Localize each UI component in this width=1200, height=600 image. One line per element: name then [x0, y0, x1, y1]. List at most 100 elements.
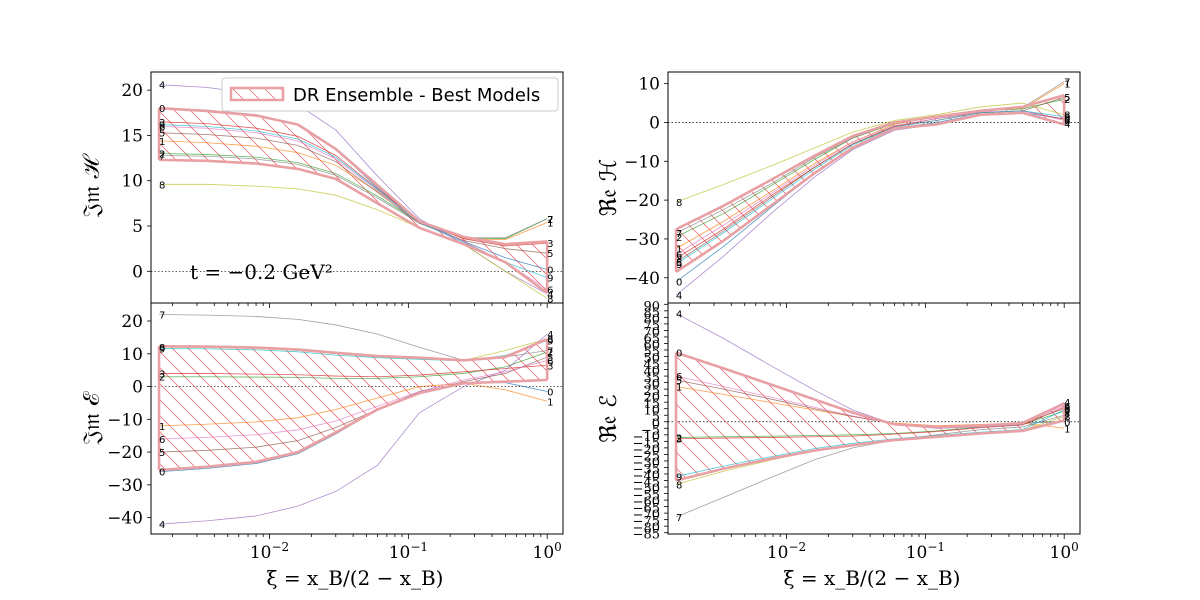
- y-tick-label-reE: −20: [633, 443, 660, 458]
- series-label-right-reH-0: 0: [1064, 115, 1070, 126]
- series-label-right-imH-4: 4: [547, 290, 553, 301]
- y-tick-label-imH: 5: [132, 217, 143, 237]
- series-label-left-reH-4: 4: [676, 291, 682, 302]
- series-line-imE-6: [159, 359, 548, 440]
- y-tick-label-reE: −50: [633, 482, 660, 497]
- y-tick-label-reE: 60: [643, 338, 660, 353]
- series-label-right-imE-8: 8: [547, 335, 553, 346]
- y-tick-label-imH: 0: [132, 262, 143, 282]
- y-tick-label-imE: −30: [107, 476, 143, 496]
- series-label-left-imH-5: 5: [159, 129, 165, 140]
- series-label-left-reE-5: 5: [676, 376, 682, 387]
- series-label-right-reE-0: 0: [1064, 418, 1070, 429]
- y-tick-label-reE: −60: [633, 495, 660, 510]
- y-tick-label-reE: 45: [643, 358, 660, 373]
- series-line-imH-1: [159, 140, 548, 240]
- x-tick-label-reE: 100: [1050, 540, 1079, 563]
- y-axis-label-reH: ℜ𝔢 ℋ: [596, 159, 622, 216]
- series-label-left-imH-9: 9: [159, 121, 165, 132]
- y-tick-label-reE: 30: [643, 378, 660, 393]
- legend-swatch: [229, 86, 285, 102]
- y-tick-label-reH: −20: [624, 191, 660, 211]
- x-tick-label-imE: 10−1: [389, 540, 428, 563]
- series-label-left-imE-6: 6: [159, 435, 165, 446]
- series-label-right-imH-2: 2: [547, 215, 553, 226]
- series-label-right-imH-1: 1: [547, 218, 553, 229]
- panel-reE: 00112233445566778899−85−80−75−70−65−60−5…: [596, 299, 1081, 563]
- series-label-right-imE-5: 5: [547, 353, 553, 364]
- series-label-left-reH-5: 5: [676, 258, 682, 269]
- y-tick-label-reE: 80: [643, 312, 660, 327]
- y-tick-label-reE: −15: [633, 436, 660, 451]
- series-label-right-reE-3: 3: [1064, 403, 1070, 414]
- y-tick-label-reE: 15: [643, 397, 660, 412]
- series-label-right-imH-8: 8: [547, 294, 553, 305]
- legend-label: DR Ensemble - Best Models: [293, 85, 540, 106]
- series-label-right-imH-9: 9: [547, 274, 553, 285]
- band-upper-reE: [675, 351, 1065, 429]
- series-label-right-reH-5: 5: [1064, 93, 1070, 104]
- y-tick-label-reH: −10: [624, 152, 660, 172]
- band-lower-reH: [675, 111, 1065, 274]
- y-tick-label-reE: −55: [633, 489, 660, 504]
- series-label-left-reE-3: 3: [676, 435, 682, 446]
- y-tick-label-imE: 10: [121, 345, 143, 365]
- series-label-left-imH-7: 7: [159, 151, 165, 162]
- y-axis-label-imH: 𝔍𝔪 ℋ: [79, 153, 105, 219]
- y-tick-label-imH: 10: [121, 172, 143, 192]
- series-label-right-imE-0: 0: [547, 387, 553, 398]
- series-label-left-reH-2: 2: [676, 233, 682, 244]
- series-label-right-imH-7: 7: [547, 215, 553, 226]
- series-label-left-imE-7: 7: [159, 310, 165, 321]
- series-label-right-reE-5: 5: [1064, 405, 1070, 416]
- series-label-right-reH-2: 2: [1064, 95, 1070, 106]
- series-label-right-reH-9: 9: [1064, 113, 1070, 124]
- y-tick-label-reE: −30: [633, 456, 660, 471]
- series-line-reE-9: [675, 409, 1065, 477]
- series-label-left-imH-6: 6: [159, 122, 165, 133]
- y-tick-label-reE: 50: [643, 352, 660, 367]
- series-label-left-reH-8: 8: [676, 198, 682, 209]
- series-line-reH-8: [675, 102, 1065, 203]
- y-tick-label-reE: −85: [633, 528, 660, 543]
- series-line-imE-5: [159, 356, 548, 453]
- band-hatch-reE: [676, 352, 1065, 481]
- y-tick-label-reE: 35: [643, 371, 660, 386]
- series-line-imH-5: [159, 132, 548, 254]
- series-label-left-imH-2: 2: [159, 150, 165, 161]
- x-axis-label-right: ξ = x_B/(2 − x_B): [784, 566, 961, 590]
- y-tick-label-reE: −75: [633, 515, 660, 530]
- x-tick-label-reE: 10−1: [906, 540, 945, 563]
- y-tick-label-imE: 0: [132, 378, 143, 398]
- legend: DR Ensemble - Best Models: [221, 77, 559, 112]
- y-tick-label-reE: 0: [652, 417, 660, 432]
- y-tick-label-reH: −30: [624, 230, 660, 250]
- band-lower-reE: [675, 419, 1065, 482]
- band-hatch-imH: [159, 108, 548, 294]
- y-tick-label-reE: 5: [652, 410, 660, 425]
- series-label-right-reE-9: 9: [1064, 406, 1070, 417]
- series-label-left-reH-9: 9: [676, 260, 682, 271]
- series-line-imH-3: [159, 121, 548, 247]
- y-tick-label-reE: 70: [643, 325, 660, 340]
- series-label-right-reE-2: 2: [1064, 407, 1070, 418]
- y-tick-label-reE: −80: [633, 521, 660, 536]
- y-axis-label-imE: 𝔍𝔪 ℰ: [79, 391, 105, 446]
- y-tick-label-reH: −40: [624, 269, 660, 289]
- series-line-imE-3: [159, 364, 548, 378]
- series-line-imH-2: [159, 153, 548, 240]
- y-tick-label-imE: −40: [107, 509, 143, 529]
- series-label-left-reE-8: 8: [676, 480, 682, 491]
- series-label-right-imE-6: 6: [547, 356, 553, 367]
- series-label-right-reE-1: 1: [1064, 424, 1070, 435]
- y-tick-label-reE: 20: [643, 391, 660, 406]
- series-label-right-imH-5: 5: [547, 249, 553, 260]
- series-label-right-imE-7: 7: [547, 347, 553, 358]
- series-label-left-reE-1: 1: [676, 383, 682, 394]
- series-label-right-reE-4: 4: [1064, 398, 1070, 409]
- series-label-left-reH-0: 0: [676, 278, 682, 289]
- plot-area-imE: [151, 314, 563, 525]
- y-tick-label-reE: 10: [643, 404, 660, 419]
